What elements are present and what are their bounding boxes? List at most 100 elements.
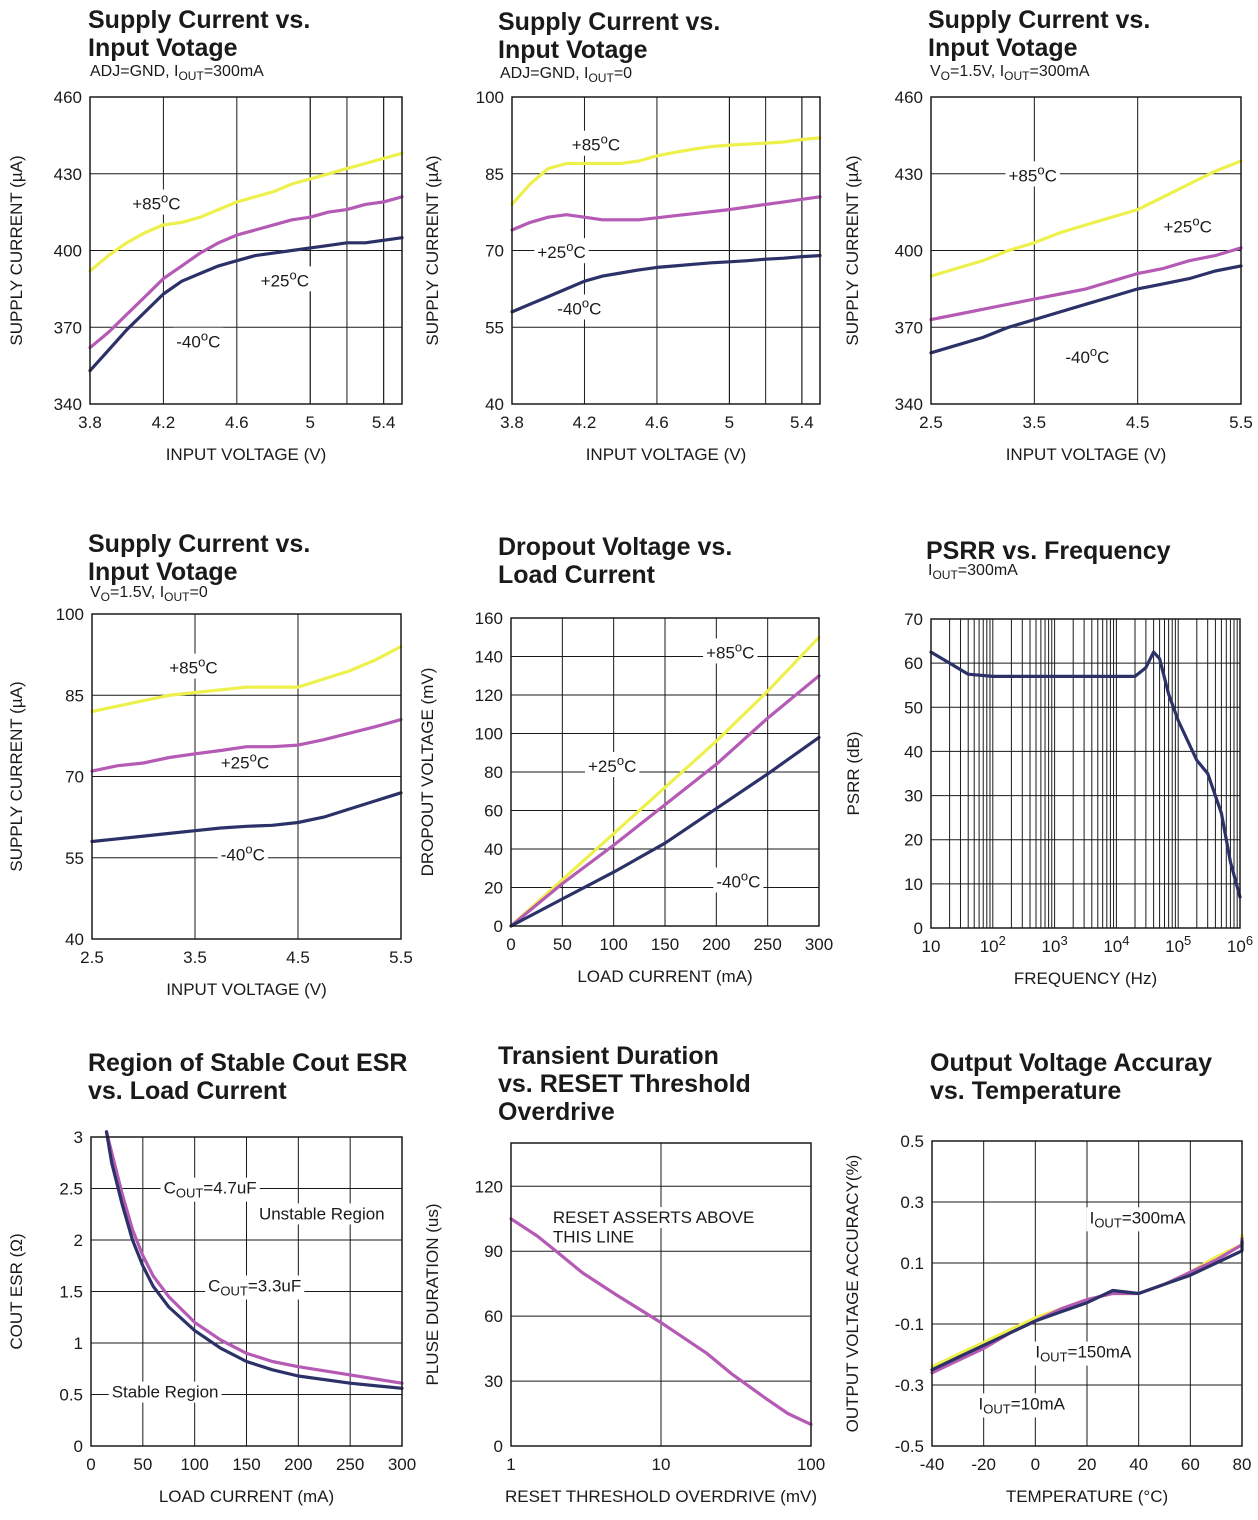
y-tick-label: 70 [485,242,504,261]
annotation-bg [255,1203,388,1225]
chart-1-condition: ADJ=GND, IOUT=300mA [90,63,264,84]
x-tick-label: 10 [922,937,941,956]
x-tick-label: 4.5 [286,948,310,967]
x-axis-label: INPUT VOLTAGE (V) [166,445,327,464]
chart-1: +85oC +25oC -40oC 340 370 400 430 460 3.8 4.2 4.6 5… [7,88,404,464]
series-line-cold [930,1240,1244,1372]
y-tick-label: 460 [895,88,923,107]
x-tick-label: 250 [336,1455,364,1474]
x-tick-label: 300 [805,935,833,954]
annotation-bg [703,638,758,664]
chart-5-title: Dropout Voltage vs. Load Current [498,533,733,589]
annotation-bg [549,1226,638,1248]
series-line-cold [104,1130,404,1390]
annotation-bg [166,653,221,679]
y-axis-label: DROPOUT VOLTAGE (mV) [418,668,437,877]
annotation-label: IOUT=10mA [979,1394,1066,1416]
annotation-bg [1160,212,1215,238]
plot-frame [931,1140,1243,1447]
series-line-cold [510,254,822,314]
y-tick-label: 370 [895,318,923,337]
annotation-bg [975,1393,1069,1418]
x-tick-label: 103 [1042,933,1068,956]
annotation-label: -40oC [557,295,601,318]
x-tick-label: 4.2 [573,413,597,432]
annotation-label: THIS LINE [553,1228,634,1247]
y-tick-label: 85 [485,165,504,184]
y-tick-label: 3 [74,1128,83,1147]
x-axis-label: RESET THRESHOLD OVERDRIVE (mV) [505,1487,817,1506]
y-axis-label: SUPPLY CURRENT (µA) [843,155,862,345]
y-tick-label: 40 [65,930,84,949]
y-axis-label: PLUSE DURATION (us) [423,1204,442,1386]
x-tick-label: -20 [971,1455,996,1474]
x-axis-label: LOAD CURRENT (mA) [159,1487,334,1506]
y-tick-label: 40 [485,395,504,414]
annotation-label: COUT=3.3uF [208,1277,301,1299]
x-axis-label: INPUT VOLTAGE (V) [166,980,327,999]
x-tick-label: 200 [284,1455,312,1474]
annotation-bg [160,1177,260,1202]
y-tick-label: 0.3 [900,1193,924,1212]
y-tick-label: 0 [74,1437,83,1456]
y-tick-label: 60 [484,802,503,821]
x-tick-label: 3.5 [1023,413,1047,432]
x-tick-label: 20 [1078,1455,1097,1474]
x-tick-label: 104 [1103,933,1129,956]
x-tick-label: 200 [702,935,730,954]
x-tick-label: 1 [506,1455,515,1474]
series-line-room [88,195,404,350]
y-tick-label: 460 [54,88,82,107]
annotation-label: +85oC [1009,162,1057,185]
annotation-label: +85oC [706,639,754,662]
annotation-label: IOUT=300mA [1090,1208,1187,1230]
x-tick-label: 4.6 [225,413,249,432]
y-tick-label: 120 [475,1177,503,1196]
series-line-hot [90,644,403,714]
y-tick-label: 20 [904,831,923,850]
x-tick-label: 300 [388,1455,416,1474]
x-tick-label: 0 [86,1455,95,1474]
x-tick-label: 4.5 [1126,413,1150,432]
y-tick-label: 90 [484,1242,503,1261]
y-tick-label: 0 [494,1437,503,1456]
annotation-bg [217,840,268,866]
y-tick-label: 55 [485,318,504,337]
x-axis-label: LOAD CURRENT (mA) [577,967,752,986]
chart-4: +85oC +25oC -40oC 40 55 70 85 100 2.5 3.5 4.5 5.5 IN… [7,605,413,999]
series-line-room [929,246,1243,322]
plot-frame [511,96,821,405]
y-tick-label: 50 [904,698,923,717]
plot-frame [930,618,1241,929]
x-tick-label: 3.8 [500,413,524,432]
y-tick-label: 0 [914,919,923,938]
series-line-room [90,717,403,773]
x-tick-label: 5 [725,413,734,432]
chart-3: +85oC +25oC -40oC 340 370 400 430 460 2.5 3.5 4.5 5… [843,88,1253,464]
annotation-label: Stable Region [112,1383,219,1402]
series-line-hot [509,635,821,928]
chart-2-condition: ADJ=GND, IOUT=0 [500,65,633,86]
plot-frame [930,96,1242,405]
chart-9-title: Output Voltage Accuray vs. Temperature [930,1049,1212,1105]
y-tick-label: 100 [56,605,84,624]
chart-5: +85oC +25oC -40oC 0 20 40 60 80 100 120 140 160 0 50 1… [418,609,833,986]
chart-1-title: Supply Current vs. Input Votage [88,6,311,62]
y-tick-label: 30 [904,787,923,806]
y-tick-label: 70 [904,610,923,629]
series-line-cold [90,791,403,844]
annotation-bg [1086,1207,1190,1232]
chart-9: IOUT=300mA IOUT=150mA IOUT=10mA -0.5 -0.3 -0.… [843,1132,1251,1506]
y-tick-label: 430 [895,165,923,184]
chart-6-condition: IOUT=300mA [928,562,1018,583]
series-line-hot [510,136,822,206]
y-tick-label: 0.5 [59,1386,83,1405]
x-tick-label: 150 [651,935,679,954]
x-tick-label: 3.8 [78,413,102,432]
x-tick-label: 2.5 [80,948,104,967]
x-tick-label: 100 [797,1455,825,1474]
y-tick-label: 370 [54,318,82,337]
y-tick-label: 140 [475,648,503,667]
